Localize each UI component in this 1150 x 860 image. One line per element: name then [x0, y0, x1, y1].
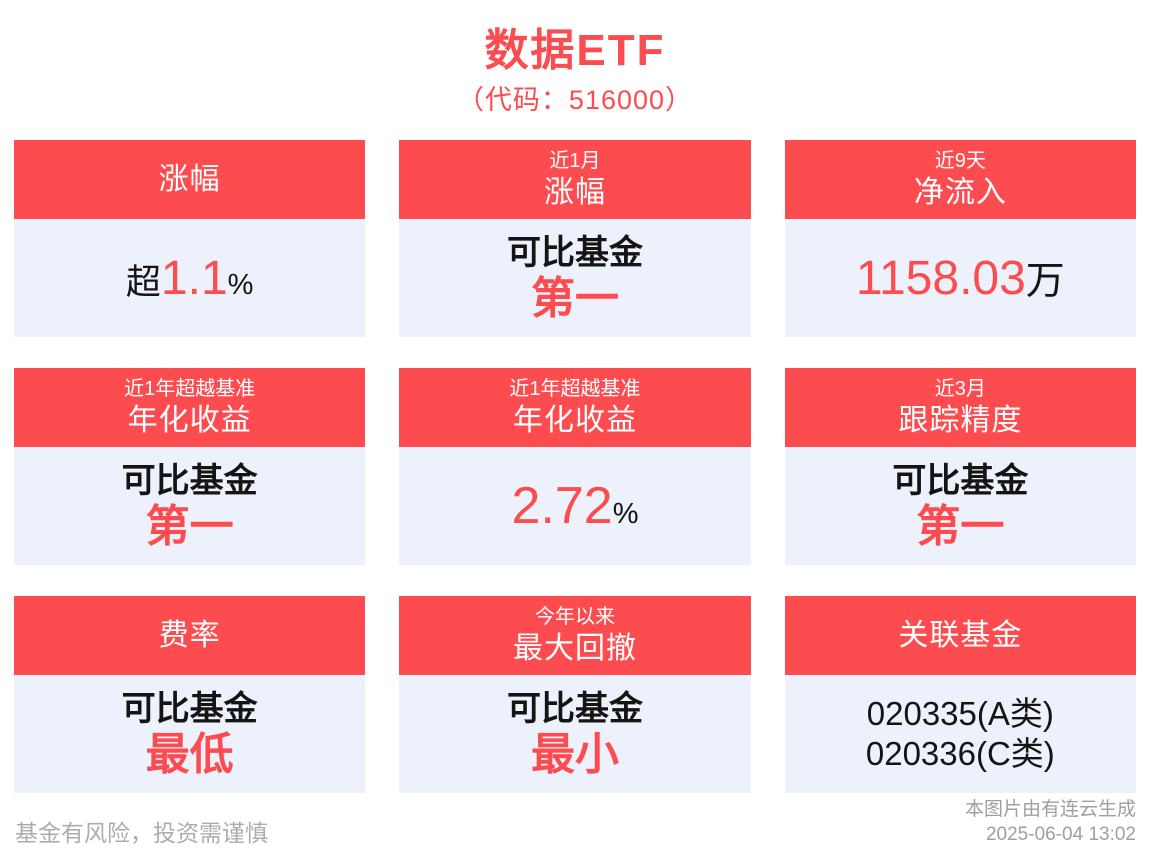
card-header-period: 近1年超越基准: [509, 377, 641, 400]
fund-code-a: 020335(A类): [866, 695, 1054, 732]
card-1y-annualized-value: 近1年超越基准 年化收益 2.72%: [399, 368, 751, 565]
card-change-header: 涨幅: [14, 140, 366, 219]
card-linked-funds-body: 020335(A类) 020336(C类): [784, 675, 1136, 793]
value-number: 1.1: [160, 251, 228, 305]
card-header-period: 近3月: [934, 377, 986, 400]
stat-card-grid: 涨幅 超 1.1% 近1月 涨幅 可比基金 第一 近9天 净流入: [14, 140, 1136, 793]
card-header-period: 近1年超越基准: [124, 377, 256, 400]
rank-label: 可比基金: [892, 461, 1029, 500]
value-number: 2.72: [511, 477, 613, 535]
card-1m-change-body: 可比基金 第一: [399, 219, 751, 337]
card-header-period: 近1月: [549, 149, 601, 172]
rank-value: 第一: [916, 501, 1005, 551]
card-linked-funds: 关联基金 020335(A类) 020336(C类): [784, 596, 1136, 793]
card-linked-funds-header: 关联基金: [784, 596, 1136, 675]
card-1y-annualized-rank: 近1年超越基准 年化收益 可比基金 第一: [14, 368, 366, 565]
card-header-title: 最大回撤: [512, 631, 637, 665]
card-header-title: 涨幅: [158, 163, 221, 196]
generated-timestamp: 2025-06-04 13:02: [985, 824, 1136, 845]
rank-label: 可比基金: [121, 461, 258, 500]
fund-code-c: 020336(C类): [865, 735, 1055, 772]
card-3m-tracking-body: 可比基金 第一: [784, 447, 1136, 565]
card-3m-tracking-header: 近3月 跟踪精度: [784, 368, 1136, 447]
footer: 基金有风险，投资需谨慎 本图片由有连云生成 2025-06-04 13:02: [15, 797, 1136, 847]
card-ytd-drawdown-body: 可比基金 最小: [399, 675, 751, 793]
page-subtitle: （代码：516000）: [456, 85, 694, 115]
card-1y-annualized-rank-body: 可比基金 第一: [14, 447, 366, 565]
card-1y-annualized-value-header: 近1年超越基准 年化收益: [399, 368, 751, 447]
card-1y-annualized-value-body: 2.72%: [399, 447, 751, 565]
rank-value: 最低: [145, 729, 234, 779]
rank-label: 可比基金: [121, 689, 258, 728]
card-9d-net-inflow-body: 1158.03 万: [784, 219, 1136, 337]
rank-label: 可比基金: [506, 233, 643, 272]
card-header-title: 涨幅: [543, 175, 606, 209]
card-header-title: 跟踪精度: [898, 403, 1023, 437]
generator-credit: 本图片由有连云生成 2025-06-04 13:02: [965, 797, 1136, 847]
card-header-period: 近9天: [934, 149, 986, 172]
rank-value: 最小: [530, 729, 619, 779]
card-header-title: 费率: [158, 619, 221, 652]
card-3m-tracking: 近3月 跟踪精度 可比基金 第一: [784, 368, 1136, 565]
card-change: 涨幅 超 1.1%: [14, 140, 366, 337]
rank-value: 第一: [530, 273, 619, 323]
value-suffix: %: [612, 498, 639, 530]
card-fee-header: 费率: [14, 596, 366, 675]
card-1y-annualized-rank-header: 近1年超越基准 年化收益: [14, 368, 366, 447]
card-header-title: 年化收益: [512, 403, 637, 437]
card-header-period: 今年以来: [534, 605, 615, 628]
card-ytd-drawdown-header: 今年以来 最大回撤: [399, 596, 751, 675]
value-line: 1158.03 万: [856, 250, 1065, 306]
generator-source: 本图片由有连云生成: [964, 799, 1136, 820]
card-fee-body: 可比基金 最低: [14, 675, 366, 793]
risk-disclaimer: 基金有风险，投资需谨慎: [15, 820, 268, 846]
card-1m-change: 近1月 涨幅 可比基金 第一: [399, 140, 751, 337]
rank-label: 可比基金: [506, 689, 643, 728]
value-suffix: 万: [1025, 260, 1065, 303]
card-fee: 费率 可比基金 最低: [14, 596, 366, 793]
value-line: 2.72%: [511, 476, 638, 536]
card-header-title: 关联基金: [898, 619, 1023, 652]
card-9d-net-inflow: 近9天 净流入 1158.03 万: [784, 140, 1136, 337]
card-ytd-drawdown: 今年以来 最大回撤 可比基金 最小: [399, 596, 751, 793]
card-9d-net-inflow-header: 近9天 净流入: [784, 140, 1136, 219]
value-number: 1158.03: [855, 252, 1026, 305]
page-title: 数据ETF: [484, 26, 666, 75]
value-suffix: %: [227, 268, 254, 301]
card-header-title: 净流入: [913, 175, 1007, 209]
card-change-body: 超 1.1%: [14, 219, 366, 337]
value-prefix: 超: [125, 262, 161, 302]
card-header-title: 年化收益: [127, 403, 252, 437]
rank-value: 第一: [145, 501, 234, 551]
card-1m-change-header: 近1月 涨幅: [399, 140, 751, 219]
value-line: 超 1.1%: [126, 251, 254, 306]
